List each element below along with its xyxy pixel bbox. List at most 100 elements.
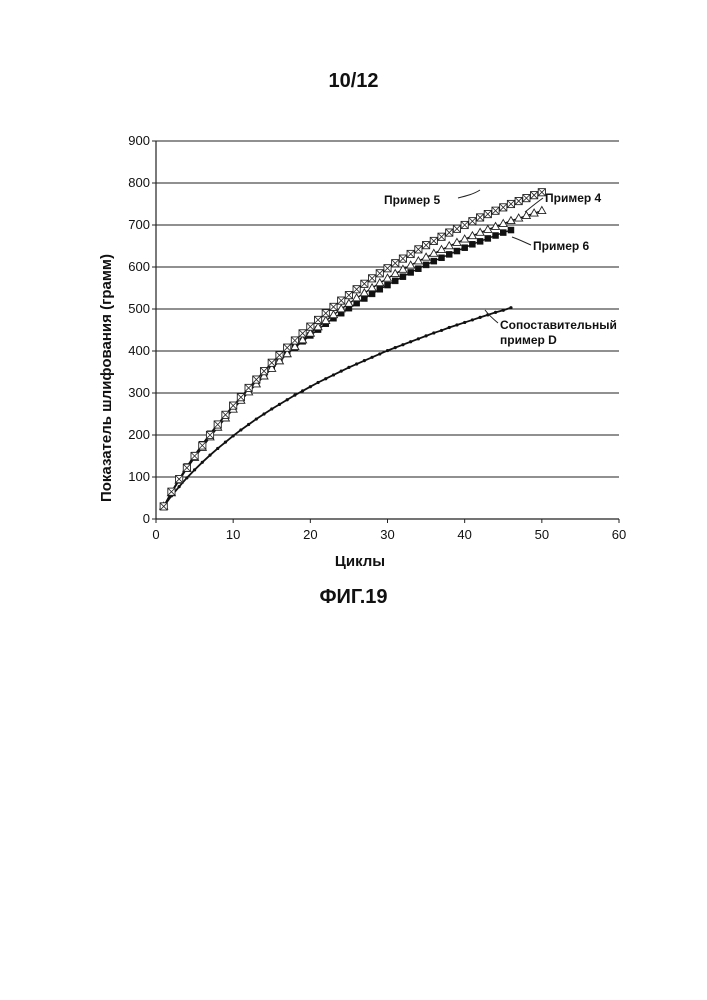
- data-point: [232, 434, 235, 437]
- data-point: [361, 296, 367, 302]
- data-point: [376, 279, 384, 286]
- data-point: [409, 340, 412, 343]
- x-tick-label: 30: [380, 527, 394, 542]
- data-point: [471, 318, 474, 321]
- series-2: [160, 207, 546, 510]
- data-point: [370, 356, 373, 359]
- y-tick-label: 200: [128, 427, 150, 442]
- data-point: [193, 468, 196, 471]
- data-point: [369, 291, 375, 297]
- data-point: [368, 284, 376, 291]
- data-point: [509, 306, 512, 309]
- data-point: [417, 337, 420, 340]
- data-point: [400, 274, 406, 280]
- series-line: [164, 230, 511, 506]
- series-4: [162, 306, 512, 508]
- data-point: [286, 398, 289, 401]
- data-point: [301, 389, 304, 392]
- data-point: [479, 316, 482, 319]
- data-point: [201, 461, 204, 464]
- data-point: [415, 266, 421, 272]
- data-point: [439, 255, 445, 261]
- data-point: [408, 269, 414, 275]
- data-point: [345, 299, 353, 306]
- x-tick-label: 10: [226, 527, 240, 542]
- series-label-3: Пример 6: [533, 239, 590, 253]
- data-point: [355, 362, 358, 365]
- x-axis-title: Циклы: [335, 553, 385, 570]
- data-point: [270, 407, 273, 410]
- y-tick-label: 300: [128, 385, 150, 400]
- y-tick-label: 100: [128, 469, 150, 484]
- data-point: [239, 428, 242, 431]
- data-point: [454, 248, 460, 254]
- data-point: [247, 423, 250, 426]
- series-label-4: Сопоставительный: [500, 318, 617, 332]
- x-tick-label: 60: [612, 527, 626, 542]
- label-leader-line: [512, 237, 531, 245]
- data-point: [494, 311, 497, 314]
- data-point: [332, 373, 335, 376]
- data-point: [440, 329, 443, 332]
- figure-label: ФИГ.19: [0, 586, 707, 609]
- data-point: [401, 343, 404, 346]
- data-point: [185, 476, 188, 479]
- data-point: [347, 366, 350, 369]
- data-point: [385, 282, 391, 288]
- data-point: [340, 370, 343, 373]
- data-point: [508, 227, 514, 233]
- data-point: [360, 289, 368, 296]
- data-point: [500, 230, 506, 236]
- series-label-2: Пример 4: [545, 191, 602, 205]
- data-point: [337, 305, 345, 312]
- data-point: [378, 352, 381, 355]
- data-point: [255, 417, 258, 420]
- data-point: [178, 485, 181, 488]
- data-point: [462, 245, 468, 251]
- data-point: [431, 258, 437, 264]
- y-axis-title: Показатель шлифования (грамм): [98, 254, 115, 502]
- data-point: [329, 311, 337, 318]
- data-point: [432, 331, 435, 334]
- data-point: [216, 447, 219, 450]
- data-point: [538, 207, 546, 214]
- series-group: [160, 189, 546, 510]
- series-label-1: Пример 5: [384, 193, 441, 207]
- data-point: [424, 334, 427, 337]
- data-point: [363, 359, 366, 362]
- data-point: [324, 377, 327, 380]
- data-point: [446, 251, 452, 257]
- data-point: [477, 238, 483, 244]
- y-tick-label: 400: [128, 343, 150, 358]
- data-point: [469, 241, 475, 247]
- data-point: [353, 294, 361, 301]
- data-point: [394, 346, 397, 349]
- data-point: [455, 323, 458, 326]
- data-point: [262, 412, 265, 415]
- x-tick-label: 20: [303, 527, 317, 542]
- data-point: [384, 274, 392, 281]
- data-point: [423, 262, 429, 268]
- data-point: [316, 381, 319, 384]
- data-point: [391, 270, 399, 277]
- data-point: [493, 233, 499, 239]
- data-point: [392, 278, 398, 284]
- y-tick-label: 500: [128, 301, 150, 316]
- x-tick-label: 0: [152, 527, 159, 542]
- data-point: [278, 403, 281, 406]
- data-point: [224, 441, 227, 444]
- data-point: [448, 326, 451, 329]
- data-point: [502, 309, 505, 312]
- data-point: [208, 454, 211, 457]
- data-point: [322, 317, 330, 324]
- data-point: [293, 394, 296, 397]
- y-tick-label: 900: [128, 133, 150, 148]
- data-point: [407, 261, 415, 268]
- data-point: [485, 235, 491, 241]
- data-point: [386, 349, 389, 352]
- x-tick-label: 40: [457, 527, 471, 542]
- x-tick-label: 50: [535, 527, 549, 542]
- series-line: [164, 211, 542, 507]
- data-point: [463, 321, 466, 324]
